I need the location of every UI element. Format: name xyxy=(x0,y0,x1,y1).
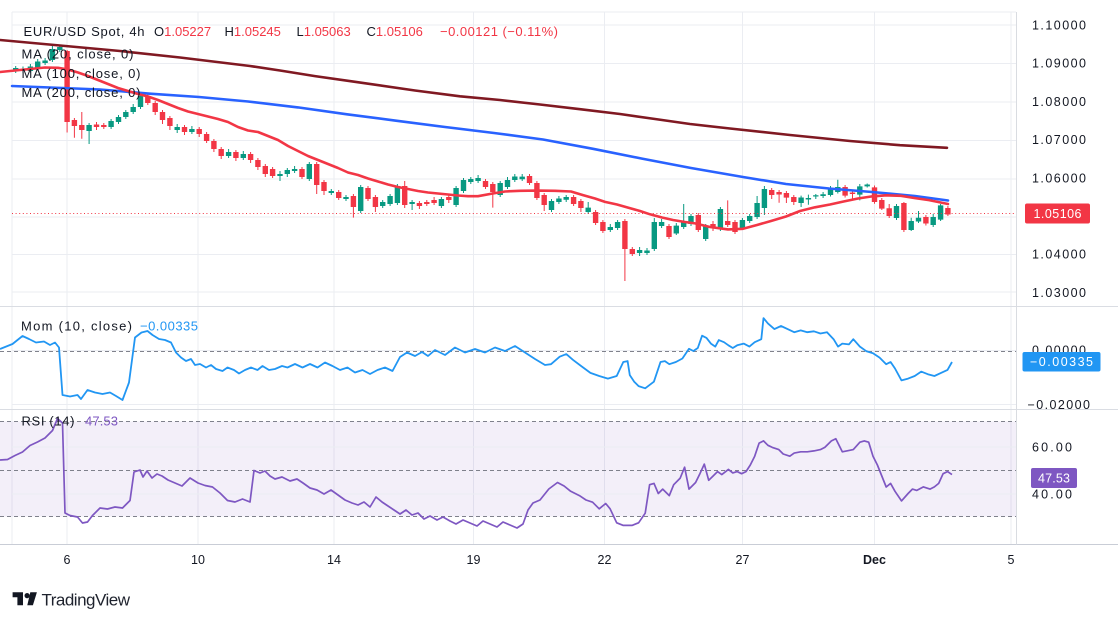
svg-text:−0.00335: −0.00335 xyxy=(1030,355,1093,369)
svg-text:10: 10 xyxy=(191,553,205,567)
svg-text:1.06000: 1.06000 xyxy=(1032,171,1086,185)
svg-text:C1.05106: C1.05106 xyxy=(367,24,423,39)
svg-text:EUR/USD Spot, 4h: EUR/USD Spot, 4h xyxy=(24,24,145,39)
svg-text:Mom (10, close): Mom (10, close) xyxy=(21,319,132,334)
svg-text:6: 6 xyxy=(64,553,71,567)
svg-text:TradingView: TradingView xyxy=(42,591,131,610)
svg-text:−0.02000: −0.02000 xyxy=(1028,398,1091,412)
svg-text:1.08000: 1.08000 xyxy=(1032,95,1086,109)
svg-text:14: 14 xyxy=(327,553,341,567)
svg-text:47.53: 47.53 xyxy=(85,414,118,429)
svg-text:H1.05245: H1.05245 xyxy=(225,24,281,39)
svg-text:−0.00121 (−0.11%): −0.00121 (−0.11%) xyxy=(440,24,558,39)
svg-text:1.04000: 1.04000 xyxy=(1032,248,1086,262)
svg-text:60.00: 60.00 xyxy=(1032,441,1072,455)
svg-text:19: 19 xyxy=(467,553,481,567)
svg-text:MA (100, close, 0): MA (100, close, 0) xyxy=(22,66,141,81)
svg-text:27: 27 xyxy=(736,553,750,567)
svg-text:1.10000: 1.10000 xyxy=(1032,19,1086,33)
svg-text:1.09000: 1.09000 xyxy=(1032,57,1086,71)
svg-text:5: 5 xyxy=(1008,553,1015,567)
svg-text:1.07000: 1.07000 xyxy=(1032,133,1086,147)
svg-text:L1.05063: L1.05063 xyxy=(297,24,351,39)
svg-text:1.05106: 1.05106 xyxy=(1034,207,1082,221)
svg-text:RSI (14): RSI (14) xyxy=(22,414,75,429)
svg-text:47.53: 47.53 xyxy=(1038,472,1070,486)
svg-text:40.00: 40.00 xyxy=(1032,488,1072,502)
svg-text:Dec: Dec xyxy=(863,553,886,567)
svg-text:22: 22 xyxy=(598,553,612,567)
svg-text:−0.00335: −0.00335 xyxy=(140,319,198,334)
svg-text:MA (200, close, 0): MA (200, close, 0) xyxy=(22,85,141,100)
svg-text:MA (20, close, 0): MA (20, close, 0) xyxy=(22,47,134,62)
svg-text:1.03000: 1.03000 xyxy=(1032,286,1086,300)
svg-text:O1.05227: O1.05227 xyxy=(154,24,211,39)
